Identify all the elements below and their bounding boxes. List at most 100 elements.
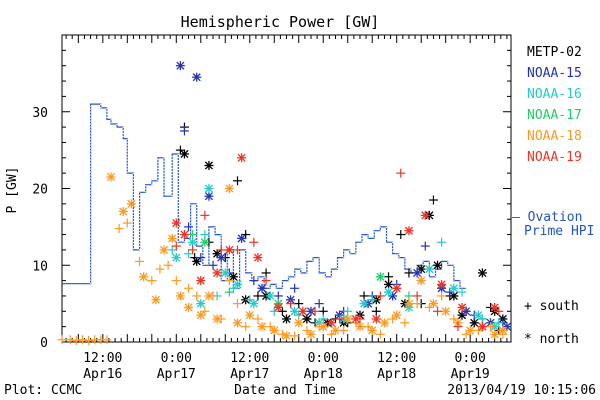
point-south-metp-02	[241, 230, 251, 240]
point-north-d2	[245, 311, 254, 320]
point-north-d2	[204, 192, 214, 201]
point-south-noaa-18	[302, 325, 312, 335]
point-north-metp-02	[477, 268, 487, 278]
point-south-noaa-18	[375, 329, 385, 339]
point-north-d2	[159, 245, 169, 254]
point-south-noaa-15	[184, 222, 194, 232]
point-south-noaa-16	[437, 237, 447, 247]
point-north-metp-02	[204, 160, 214, 170]
point-north-d2	[225, 184, 234, 193]
point-south-metp-02	[359, 291, 369, 301]
point-north-metp-02	[192, 256, 202, 266]
footer-timestamp: 2013/04/19 10:15:06	[447, 383, 596, 398]
point-south-noaa-19	[433, 306, 443, 316]
point-north-d2	[196, 276, 205, 285]
ovation-series	[62, 0, 467, 289]
point-south-metp-02	[294, 299, 304, 309]
point-north-noaa-19	[371, 314, 381, 324]
point-south-noaa-18	[135, 256, 145, 266]
point-north-noaa-18	[159, 245, 169, 255]
point-north-noaa-16	[265, 291, 275, 301]
point-south-noaa-16	[269, 306, 279, 316]
point-north-d2	[282, 314, 291, 324]
point-south-noaa-19	[396, 168, 406, 178]
point-north-d2	[257, 322, 267, 331]
point-south-noaa-17	[224, 287, 234, 297]
point-north-noaa-18	[343, 314, 353, 324]
x-tick-label-date: Apr16	[83, 367, 122, 382]
point-south-noaa-19	[233, 245, 243, 255]
point-north-d2	[498, 326, 507, 335]
point-north-d2	[433, 261, 442, 270]
point-north-d2	[421, 211, 430, 220]
point-south-noaa-18	[473, 325, 483, 335]
point-south-metp-02	[175, 145, 185, 155]
point-south-metp-02	[318, 306, 328, 316]
x-tick-label-date: Apr18	[377, 367, 416, 382]
point-north-d2	[413, 268, 422, 277]
point-north-noaa-18	[118, 207, 128, 217]
point-north-d2	[351, 314, 360, 324]
point-south-noaa-15	[196, 253, 206, 263]
point-north-d2	[327, 318, 336, 327]
point-north-d2	[417, 276, 426, 285]
point-north-d2	[302, 314, 311, 324]
point-north-noaa-17	[200, 237, 210, 247]
ovation-hpi-line	[62, 103, 467, 289]
point-north-d2	[319, 322, 328, 331]
point-north-noaa-18	[175, 291, 185, 301]
point-south-noaa-18	[265, 322, 275, 332]
point-north-noaa-16	[359, 299, 369, 309]
point-south-noaa-16	[318, 314, 328, 324]
legend-south-marker: + south	[524, 299, 579, 314]
point-north-d2	[237, 234, 246, 243]
point-north-d2	[233, 318, 242, 327]
point-north-metp-02	[302, 314, 312, 324]
point-north-noaa-18	[306, 329, 316, 339]
point-north-noaa-18	[498, 325, 508, 335]
point-south-metp-02	[396, 230, 406, 240]
legend-entry-noaa-16: NOAA-16	[527, 87, 582, 102]
point-north-d2	[478, 322, 487, 331]
point-south-noaa-19	[375, 291, 385, 301]
point-north-d2	[457, 303, 467, 312]
point-north-noaa-19	[171, 218, 181, 228]
point-south-noaa-18	[163, 260, 173, 270]
point-north-d2	[474, 311, 483, 320]
point-north-d2	[196, 311, 205, 320]
point-south-metp-02	[404, 268, 414, 278]
point-south-noaa-18	[224, 276, 234, 286]
point-south-noaa-19	[494, 306, 504, 316]
point-north-noaa-18	[167, 233, 177, 243]
point-south-metp-02	[261, 268, 271, 278]
point-north-noaa-19	[437, 279, 447, 289]
point-south-noaa-16	[184, 249, 194, 259]
point-north-d2	[298, 307, 307, 316]
legend-ovation-line2: Prime HPI	[524, 224, 594, 239]
point-south-metp-02	[371, 306, 381, 316]
point-south-metp-02	[384, 272, 394, 282]
point-south-noaa-16	[367, 295, 377, 305]
point-north-noaa-19	[253, 253, 263, 263]
point-north-d2	[196, 299, 205, 308]
point-north-d2	[478, 268, 487, 277]
legend-entry-metp-02: METP-02	[527, 45, 582, 60]
point-south-noaa-18	[363, 322, 373, 332]
point-south-noaa-18	[233, 299, 243, 309]
point-north-noaa-16	[449, 283, 459, 293]
axis-ticks	[62, 35, 511, 343]
point-north-metp-02	[469, 318, 479, 328]
point-south-noaa-18	[486, 322, 496, 332]
y-tick-label: 20	[32, 183, 48, 198]
point-south-noaa-19	[216, 245, 226, 255]
point-north-d2	[429, 299, 438, 308]
point-north-noaa-16	[196, 299, 206, 309]
point-south-noaa-18	[326, 329, 336, 339]
point-north-noaa-18	[392, 310, 402, 320]
data-points	[57, 61, 512, 345]
point-north-noaa-18	[184, 302, 194, 312]
point-south-noaa-19	[335, 314, 345, 324]
legend-entry-noaa-18: NOAA-18	[527, 129, 582, 144]
point-north-d2	[192, 257, 201, 266]
point-south-noaa-18	[388, 314, 398, 324]
